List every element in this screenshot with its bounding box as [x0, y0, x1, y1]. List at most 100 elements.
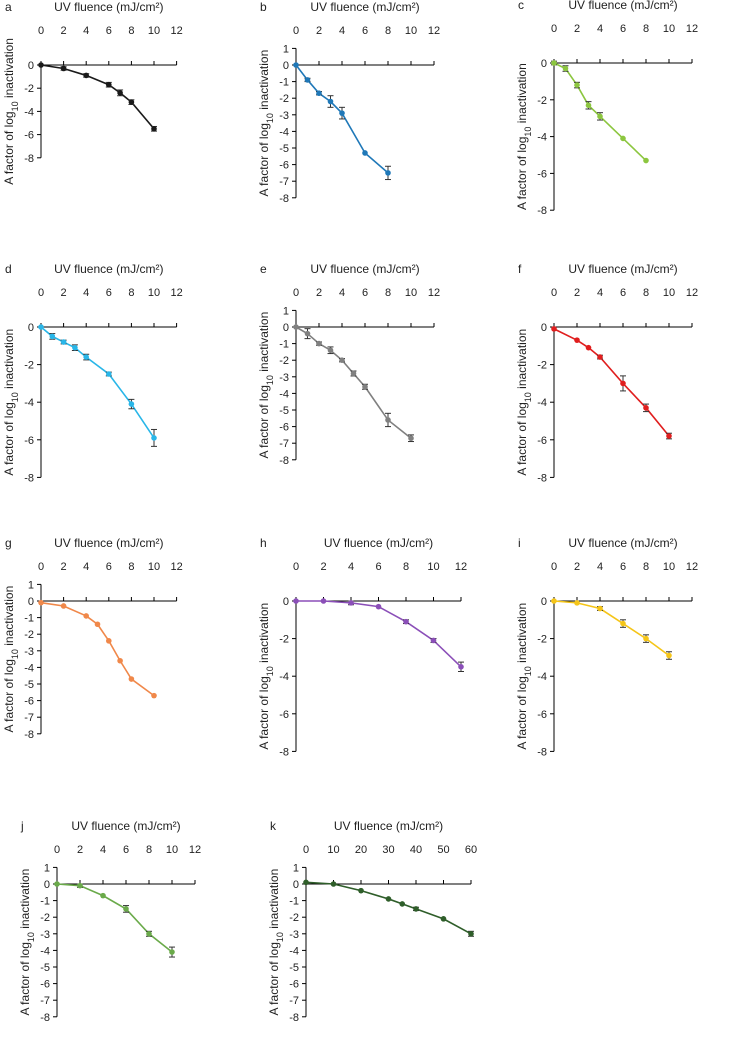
data-point — [339, 357, 345, 364]
data-point — [597, 605, 603, 612]
x-tick-label: 20 — [355, 844, 367, 856]
y-tick-label: 0 — [283, 322, 289, 334]
data-point — [77, 882, 83, 889]
y-tick-label: -6 — [537, 435, 547, 447]
x-tick-label: 6 — [106, 287, 112, 299]
series-line — [295, 326, 412, 439]
data-point — [408, 435, 414, 442]
y-tick-label: -6 — [289, 979, 299, 991]
data-point — [146, 931, 152, 937]
data-point — [293, 598, 299, 604]
x-tick-label: 8 — [146, 844, 152, 856]
y-tick-label: 1 — [283, 43, 289, 55]
x-tick-label: 4 — [339, 25, 345, 37]
y-tick-label: -8 — [24, 472, 34, 484]
data-point — [327, 347, 334, 354]
data-point — [72, 344, 78, 351]
data-point — [399, 901, 406, 907]
data-point — [643, 405, 649, 411]
data-point — [574, 600, 580, 606]
data-point — [385, 896, 392, 902]
y-tick-label: -3 — [279, 372, 289, 384]
y-axis-label: A factor of log10 inactivation — [515, 603, 533, 750]
x-tick-label: 10 — [663, 561, 675, 573]
y-tick-label: -4 — [40, 945, 50, 957]
panel-letter: d — [5, 262, 12, 276]
y-tick-label: -7 — [40, 995, 50, 1007]
y-tick-label: -2 — [40, 912, 50, 924]
y-tick-label: -3 — [289, 929, 299, 941]
y-tick-label: 0 — [28, 60, 34, 72]
x-tick-label: 10 — [405, 25, 417, 37]
x-axis-title: UV fluence (mJ/cm²) — [54, 262, 163, 276]
x-tick-label: 2 — [574, 23, 580, 35]
data-point — [339, 110, 345, 116]
series-line — [305, 881, 472, 935]
x-tick-label: 8 — [128, 25, 134, 37]
y-tick-label: -8 — [24, 729, 34, 741]
data-point — [94, 621, 101, 628]
data-point — [316, 340, 322, 347]
x-tick-label: 6 — [620, 287, 626, 299]
x-tick-label: 30 — [382, 844, 394, 856]
x-tick-label: 4 — [339, 287, 345, 299]
y-tick-label: -6 — [40, 979, 50, 991]
panel-letter: f — [518, 262, 522, 276]
x-tick-label: 4 — [100, 844, 106, 856]
y-tick-label: -2 — [289, 912, 299, 924]
x-tick-label: 12 — [686, 23, 698, 35]
y-tick-label: -7 — [24, 712, 34, 724]
y-tick-label: -4 — [537, 671, 547, 683]
data-point — [117, 90, 123, 96]
y-axis-label: A factor of log10 inactivation — [2, 329, 20, 476]
data-point — [666, 433, 672, 439]
y-tick-label: 1 — [293, 862, 299, 874]
x-tick-label: 12 — [170, 561, 182, 573]
panel-letter: i — [518, 536, 521, 550]
y-tick-label: 0 — [28, 322, 34, 334]
x-tick-label: 10 — [327, 844, 339, 856]
x-tick-label: 8 — [128, 561, 134, 573]
data-point — [385, 170, 391, 176]
y-tick-label: -1 — [279, 339, 289, 351]
x-tick-label: 0 — [38, 561, 44, 573]
y-axis-label: A factor of log10 inactivation — [515, 63, 533, 210]
y-tick-label: -4 — [289, 945, 299, 957]
x-tick-label: 2 — [316, 25, 322, 37]
data-point — [327, 98, 334, 105]
y-tick-label: -2 — [537, 360, 547, 372]
x-tick-label: 0 — [38, 25, 44, 37]
x-tick-label: 2 — [61, 287, 67, 299]
data-point — [403, 618, 409, 625]
y-tick-label: -5 — [289, 962, 299, 974]
series-line — [40, 601, 155, 697]
y-tick-label: -1 — [279, 77, 289, 89]
x-tick-label: 2 — [61, 25, 67, 37]
x-tick-label: 4 — [348, 561, 354, 573]
y-tick-label: 0 — [28, 596, 34, 608]
x-tick-label: 4 — [597, 287, 603, 299]
panel-letter: g — [5, 536, 12, 550]
y-tick-label: -3 — [279, 110, 289, 122]
x-axis-title: UV fluence (mJ/cm²) — [568, 536, 677, 550]
y-tick-label: -4 — [279, 388, 289, 400]
series-line — [553, 600, 670, 657]
data-point — [330, 881, 337, 887]
y-tick-label: -8 — [537, 472, 547, 484]
x-tick-label: 0 — [293, 561, 299, 573]
x-tick-label: 10 — [405, 287, 417, 299]
data-point — [375, 603, 382, 610]
x-axis-title: UV fluence (mJ/cm²) — [310, 0, 419, 14]
y-tick-label: -6 — [24, 435, 34, 447]
x-tick-label: 6 — [123, 844, 129, 856]
y-tick-label: -8 — [289, 1012, 299, 1024]
y-tick-label: -6 — [279, 422, 289, 434]
data-point — [458, 664, 464, 670]
series-line — [553, 328, 670, 437]
x-tick-label: 4 — [83, 561, 89, 573]
panel-letter: j — [20, 819, 24, 833]
data-point — [468, 931, 474, 937]
y-tick-label: -2 — [537, 634, 547, 646]
x-tick-label: 10 — [148, 287, 160, 299]
